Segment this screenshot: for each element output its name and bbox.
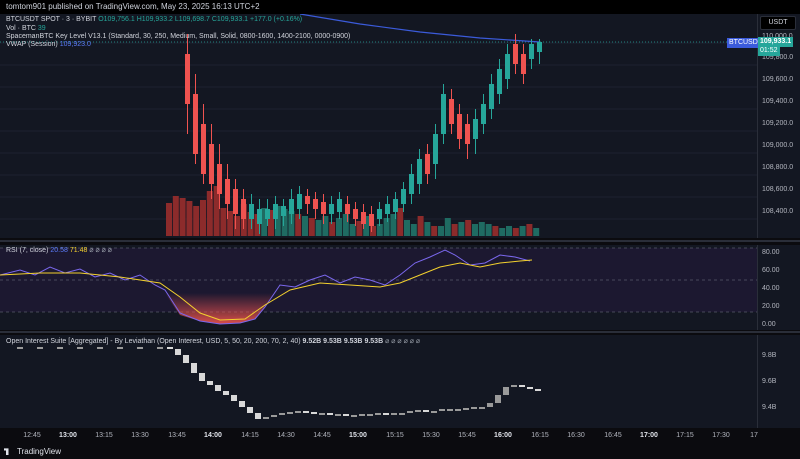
time-label: 17 (750, 432, 758, 439)
volume-name: Vol · BTC (6, 25, 36, 32)
volume-legend[interactable]: Vol · BTC 39 (6, 25, 46, 32)
time-label: 13:00 (59, 432, 77, 439)
time-label: 17:00 (640, 432, 658, 439)
price-label: 108,400.0 (762, 208, 794, 215)
vwap-name: VWAP (Session) (6, 41, 58, 48)
tradingview-brand[interactable]: TradingView (4, 447, 61, 456)
price-label: 108,600.0 (762, 186, 794, 193)
price-label: 109,000.0 (762, 142, 794, 149)
oi-chart (17, 347, 541, 419)
price-label: 109,800.0 (762, 54, 794, 61)
vwap-legend[interactable]: VWAP (Session) 109,923.0 (6, 41, 91, 48)
indicator-legend[interactable]: SpacemanBTC Key Level V13.1 (Standard, 3… (6, 33, 350, 40)
time-label: 16:00 (494, 432, 512, 439)
price-label: 109,600.0 (762, 76, 794, 83)
price-label: 110,000.0 (762, 33, 793, 40)
currency-button[interactable]: USDT (760, 16, 796, 30)
time-label: 15:45 (458, 432, 476, 439)
rsi-level: 40.00 (762, 285, 780, 292)
oi-value: 9.53B (323, 338, 342, 345)
time-label: 15:00 (349, 432, 367, 439)
indicator-name: SpacemanBTC Key Level V13.1 (Standard, 3… (6, 33, 351, 40)
oi-level: 9.8B (762, 352, 777, 359)
last-price-tag: 109,933.1 (758, 37, 794, 47)
time-label: 15:30 (422, 432, 440, 439)
time-label: 17:15 (676, 432, 694, 439)
oi-axis[interactable] (757, 335, 800, 428)
time-label: 13:30 (131, 432, 149, 439)
price-pane[interactable] (0, 14, 757, 238)
time-label: 16:45 (604, 432, 622, 439)
oi-value: 9.53B (343, 338, 363, 345)
rsi-level: 0.00 (762, 321, 776, 328)
oi-name: Open Interest Suite [Aggregated] - By Le… (6, 338, 301, 345)
time-label: 16:30 (567, 432, 585, 439)
price-label: 109,400.0 (762, 98, 794, 105)
ohlc-values: O109,756.1 H109,933.2 L109,698.7 C109,93… (98, 16, 303, 23)
rsi-axis[interactable] (757, 245, 800, 330)
vwap-value: 109,923.0 (59, 41, 91, 48)
time-label: 17:30 (712, 432, 730, 439)
price-chart (0, 14, 757, 236)
time-label: 16:15 (531, 432, 549, 439)
pane-separator[interactable] (0, 331, 800, 333)
time-label: 15:15 (386, 432, 404, 439)
oi-icons: ⌀ ⌀ ⌀ ⌀ ⌀ ⌀ (385, 338, 421, 345)
rsi-name: RSI (7, close) (6, 247, 49, 254)
rsi-level: 60.00 (762, 267, 780, 274)
oi-level: 9.4B (762, 404, 777, 411)
symbol-legend[interactable]: BTCUSDT SPOT · 3 · BYBIT O109,756.1 H109… (6, 16, 302, 23)
rsi-ma-value: 71.48 (69, 247, 88, 254)
time-label: 14:15 (241, 432, 259, 439)
rsi-level: 20.00 (762, 303, 780, 310)
time-label: 14:45 (313, 432, 331, 439)
symbol-name[interactable]: BTCUSDT SPOT · 3 · BYBIT (6, 16, 97, 23)
price-label: 109,200.0 (762, 120, 794, 127)
symbol-tag: BTCUSDT (727, 38, 765, 48)
time-label: 13:45 (168, 432, 186, 439)
price-label: 108,800.0 (762, 164, 794, 171)
oi-value: 9.52B (302, 338, 322, 345)
rsi-chart (0, 247, 757, 325)
tradingview-logo-icon (4, 448, 9, 456)
rsi-legend[interactable]: RSI (7, close) 20.58 71.48 ⌀ ⌀ ⌀ ⌀ (6, 246, 112, 254)
oi-value: 9.53B (364, 338, 384, 345)
oi-legend[interactable]: Open Interest Suite [Aggregated] - By Le… (6, 337, 420, 345)
pane-separator[interactable] (0, 240, 800, 242)
oi-level: 9.6B (762, 378, 777, 385)
rsi-value: 20.58 (50, 247, 68, 254)
countdown-tag: 01:52 (758, 46, 780, 56)
open-interest-pane[interactable] (0, 335, 757, 428)
time-label: 14:00 (204, 432, 222, 439)
brand-label: TradingView (17, 447, 62, 456)
rsi-level: 80.00 (762, 249, 780, 256)
publish-header: tomtom901 published on TradingView.com, … (0, 0, 800, 14)
time-label: 14:30 (277, 432, 295, 439)
rsi-icons: ⌀ ⌀ ⌀ ⌀ (89, 247, 113, 254)
time-label: 13:15 (95, 432, 113, 439)
publish-text: tomtom901 published on TradingView.com, … (6, 2, 260, 11)
time-label: 12:45 (23, 432, 41, 439)
volume-value: 39 (37, 25, 46, 32)
